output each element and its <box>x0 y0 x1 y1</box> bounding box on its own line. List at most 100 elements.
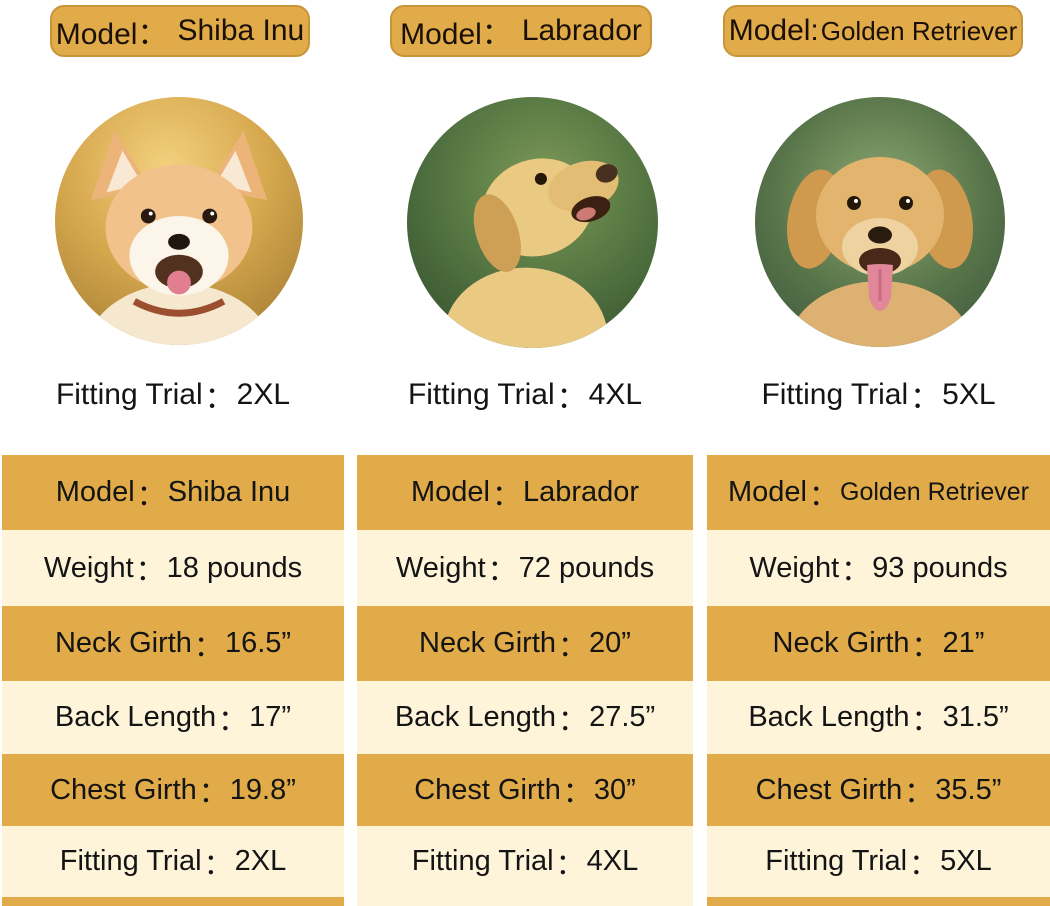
row-label: Neck Girth <box>419 627 557 659</box>
colon-separator: ： <box>558 704 588 737</box>
table-row-fitting-trial: Fitting Trial： 2XL <box>2 826 344 897</box>
colon-separator: ： <box>491 479 521 512</box>
fitting-trial-line: Fitting Trial： 2XL <box>2 372 344 418</box>
size-table-shiba: Model： Shiba Inu Weight： 18 pounds Neck Gi… <box>2 455 344 906</box>
size-table-golden-retriever: Model： Golden Retriever Weight： 93 pounds … <box>707 455 1050 906</box>
table-row-model: Model： Labrador <box>357 455 693 530</box>
row-label: Chest Girth <box>755 773 903 806</box>
row-value: 18 pounds <box>166 551 303 584</box>
table-row-weight: Weight： 93 pounds <box>707 530 1050 606</box>
model-badge-prefix: Model： <box>400 18 512 51</box>
fitting-trial-label: Fitting Trial <box>407 378 555 411</box>
row-value: 2XL <box>234 845 287 877</box>
colon-separator: ： <box>910 382 941 415</box>
row-value: 72 pounds <box>518 551 655 584</box>
table-row-neck-girth: Neck Girth： 21” <box>707 606 1050 681</box>
colon-separator: ： <box>562 777 592 809</box>
table-row-chest-girth: Chest Girth： 30” <box>357 754 693 826</box>
model-badge-shiba: Model： Shiba Inu <box>50 5 310 57</box>
table-row-chest-girth: Chest Girth： 19.8” <box>2 754 344 826</box>
row-label: Weight <box>395 551 486 584</box>
row-value: Golden Retriever <box>840 478 1029 506</box>
colon-separator: ： <box>218 704 248 737</box>
colon-separator: ： <box>909 848 939 881</box>
row-label: Weight <box>749 551 840 584</box>
row-value: 5XL <box>940 845 992 877</box>
table-row-fitting-trial: Fitting Trial： 5XL <box>707 826 1050 897</box>
golden-retriever-photo <box>755 97 1005 347</box>
colon-separator: ： <box>193 630 223 663</box>
table-footer-strip <box>2 897 344 906</box>
colon-separator: ： <box>487 555 517 587</box>
colon-separator: ： <box>136 479 166 512</box>
row-value: 17” <box>249 701 292 733</box>
table-row-weight: Weight： 18 pounds <box>2 530 344 606</box>
table-row-model: Model： Shiba Inu <box>2 455 344 530</box>
fitting-trial-label: Fitting Trial <box>55 378 203 411</box>
table-footer-strip <box>707 897 1050 906</box>
model-badge-name: Shiba Inu <box>177 14 305 47</box>
labrador-illustration <box>443 158 619 348</box>
row-value: Labrador <box>522 476 640 508</box>
shiba-inu-photo <box>55 97 303 345</box>
model-badge-prefix: Model： <box>55 18 168 51</box>
row-label: Model <box>55 476 135 508</box>
colon-separator: ： <box>809 479 839 512</box>
row-label: Chest Girth <box>414 773 561 806</box>
row-value: 27.5” <box>589 701 656 733</box>
colon-separator: ： <box>556 382 587 415</box>
row-value: 19.8” <box>229 773 296 806</box>
row-value: 21” <box>942 627 985 659</box>
fitting-trial-line: Fitting Trial： 4XL <box>357 372 693 418</box>
row-value: 93 pounds <box>872 551 1008 584</box>
colon-separator: ： <box>203 848 233 881</box>
row-value: 4XL <box>586 845 639 877</box>
size-table-labrador: Model： Labrador Weight： 72 pounds Neck Gir… <box>357 455 693 906</box>
shiba-inu-illustration <box>85 130 273 345</box>
table-row-back-length: Back Length： 17” <box>2 681 344 754</box>
colon-separator: ： <box>558 630 588 663</box>
row-value: 30” <box>593 773 636 806</box>
row-label: Neck Girth <box>54 627 192 659</box>
model-badge-name: Golden Retriever <box>820 15 1018 46</box>
fitting-trial-value: 4XL <box>588 378 643 411</box>
row-value: 31.5” <box>942 701 1009 733</box>
table-row-fitting-trial: Fitting Trial： 4XL <box>357 826 693 897</box>
row-label: Neck Girth <box>772 627 910 659</box>
table-row-back-length: Back Length： 31.5” <box>707 681 1050 754</box>
table-row-neck-girth: Neck Girth： 16.5” <box>2 606 344 681</box>
row-value: 16.5” <box>224 627 292 659</box>
fitting-trial-value: 5XL <box>942 378 996 411</box>
fitting-trial-value: 2XL <box>236 378 291 411</box>
row-label: Fitting Trial <box>765 845 908 877</box>
model-badge-labrador: Model： Labrador <box>390 5 652 57</box>
colon-separator: ： <box>555 848 585 881</box>
colon-separator: ： <box>198 777 228 809</box>
row-label: Chest Girth <box>50 773 197 806</box>
fitting-trial-line: Fitting Trial： 5XL <box>707 372 1050 418</box>
row-value: 20” <box>589 627 631 659</box>
row-label: Weight <box>43 551 134 584</box>
table-row-weight: Weight： 72 pounds <box>357 530 693 606</box>
model-badge-golden-retriever: Model: Golden Retriever <box>723 5 1023 57</box>
row-label: Model <box>410 476 490 508</box>
row-label: Fitting Trial <box>411 845 554 877</box>
labrador-photo <box>407 97 658 348</box>
colon-separator: ： <box>911 630 941 663</box>
model-badge-prefix: Model: <box>728 14 819 47</box>
row-value: Shiba Inu <box>167 476 291 508</box>
golden-retriever-illustration <box>787 157 973 347</box>
colon-separator: ： <box>204 382 235 415</box>
colon-separator: ： <box>911 704 941 737</box>
colon-separator: ： <box>135 555 165 587</box>
colon-separator: ： <box>904 777 934 809</box>
row-label: Back Length <box>54 701 217 733</box>
table-footer-strip <box>357 897 693 906</box>
table-row-model: Model： Golden Retriever <box>707 455 1050 530</box>
row-value: 35.5” <box>935 773 1002 806</box>
row-label: Back Length <box>394 701 557 733</box>
table-row-chest-girth: Chest Girth： 35.5” <box>707 754 1050 826</box>
model-badge-name: Labrador <box>521 14 642 47</box>
table-row-neck-girth: Neck Girth： 20” <box>357 606 693 681</box>
